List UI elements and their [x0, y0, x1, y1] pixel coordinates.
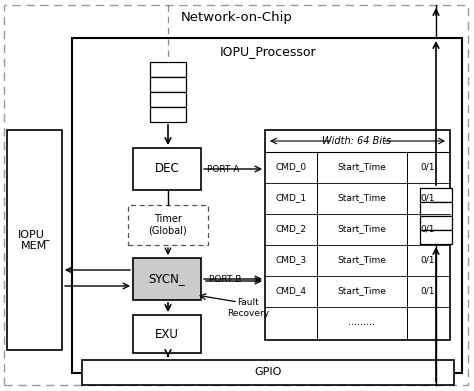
- Text: CMD_3: CMD_3: [275, 255, 307, 264]
- Bar: [150, 92, 186, 107]
- Bar: [133, 258, 201, 300]
- Text: Start_Time: Start_Time: [337, 194, 386, 203]
- Text: Start_Time: Start_Time: [337, 255, 386, 264]
- Text: DEC: DEC: [155, 163, 179, 176]
- Text: PORT B: PORT B: [209, 274, 241, 283]
- Text: GPIO: GPIO: [255, 367, 282, 377]
- Text: 0/1: 0/1: [421, 255, 435, 264]
- Text: SYCN_: SYCN_: [149, 273, 185, 285]
- Text: EXU: EXU: [155, 328, 179, 341]
- Text: 0/1: 0/1: [421, 194, 435, 203]
- Text: CMD_2: CMD_2: [275, 224, 307, 233]
- Text: Network-on-Chip: Network-on-Chip: [181, 11, 293, 25]
- Text: Start_Time: Start_Time: [337, 224, 386, 233]
- Bar: [72, 38, 462, 373]
- Bar: [150, 62, 186, 77]
- Text: Start_Time: Start_Time: [337, 163, 386, 172]
- Text: Start_Time: Start_Time: [337, 287, 386, 296]
- Text: 0/1: 0/1: [421, 163, 435, 172]
- Bar: [420, 188, 452, 202]
- Bar: [133, 148, 201, 190]
- Text: CMD_0: CMD_0: [275, 163, 307, 172]
- Text: 0/1: 0/1: [421, 224, 435, 233]
- Text: PORT A: PORT A: [207, 165, 239, 174]
- Text: Fault
Recovery: Fault Recovery: [227, 298, 269, 318]
- Text: CMD_4: CMD_4: [275, 287, 307, 296]
- Bar: [150, 77, 186, 92]
- Bar: [7, 130, 62, 350]
- Text: .........: .........: [348, 317, 375, 327]
- Bar: [150, 107, 186, 122]
- Bar: [265, 130, 450, 340]
- Text: IOPU_
MEM: IOPU_ MEM: [18, 229, 50, 251]
- Bar: [133, 315, 201, 353]
- Text: IOPU_Processor: IOPU_Processor: [219, 45, 316, 59]
- Bar: [82, 360, 454, 385]
- Bar: [420, 202, 452, 216]
- Text: Width: 64 Bits: Width: 64 Bits: [322, 136, 392, 146]
- Text: 0/1: 0/1: [421, 287, 435, 296]
- Text: Timer
(Global): Timer (Global): [149, 214, 187, 236]
- Bar: [420, 216, 452, 230]
- Bar: [420, 230, 452, 244]
- Text: CMD_1: CMD_1: [275, 194, 307, 203]
- Bar: [128, 205, 208, 245]
